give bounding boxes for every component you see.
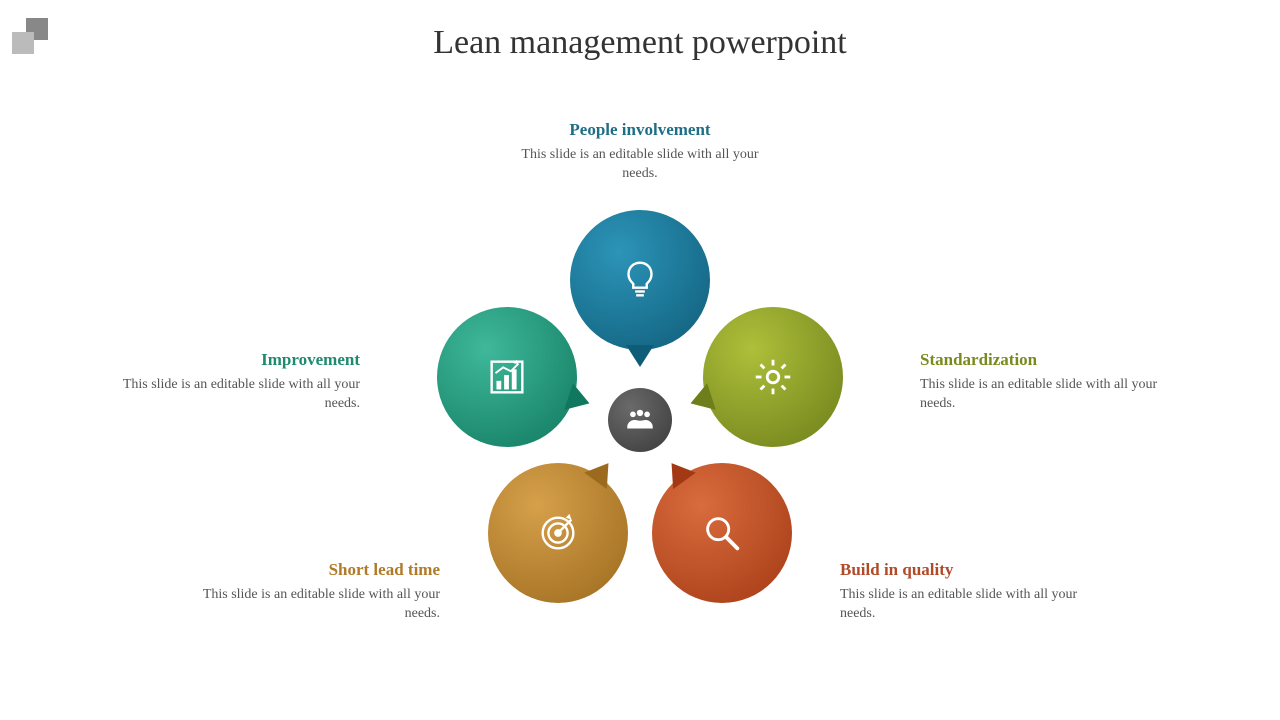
petal-title: People involvement bbox=[520, 120, 760, 140]
petal-desc: This slide is an editable slide with all… bbox=[120, 376, 360, 414]
bulb-icon bbox=[617, 257, 663, 303]
petal-top bbox=[570, 210, 710, 350]
label-right: Standardization This slide is an editable… bbox=[920, 350, 1160, 414]
diagram-stage: People involvement This slide is an edita… bbox=[0, 0, 1280, 720]
magnifier-icon bbox=[699, 510, 745, 556]
arrow-top bbox=[626, 345, 654, 367]
petal-title: Short lead time bbox=[200, 560, 440, 580]
label-bottom-right: Build in quality This slide is an editabl… bbox=[840, 560, 1080, 624]
center-node bbox=[608, 388, 672, 452]
people-icon bbox=[623, 403, 657, 437]
target-icon bbox=[535, 510, 581, 556]
petal-desc: This slide is an editable slide with all… bbox=[520, 146, 760, 184]
label-bottom-left: Short lead time This slide is an editable… bbox=[200, 560, 440, 624]
petal-desc: This slide is an editable slide with all… bbox=[200, 586, 440, 624]
petal-title: Build in quality bbox=[840, 560, 1080, 580]
petal-left bbox=[437, 307, 577, 447]
petal-title: Improvement bbox=[120, 350, 360, 370]
petal-desc: This slide is an editable slide with all… bbox=[840, 586, 1080, 624]
petal-title: Standardization bbox=[920, 350, 1160, 370]
label-left: Improvement This slide is an editable sli… bbox=[120, 350, 360, 414]
petal-desc: This slide is an editable slide with all… bbox=[920, 376, 1160, 414]
chart-icon bbox=[484, 354, 530, 400]
gear-icon bbox=[750, 354, 796, 400]
label-top: People involvement This slide is an edita… bbox=[520, 120, 760, 184]
petal-right bbox=[703, 307, 843, 447]
